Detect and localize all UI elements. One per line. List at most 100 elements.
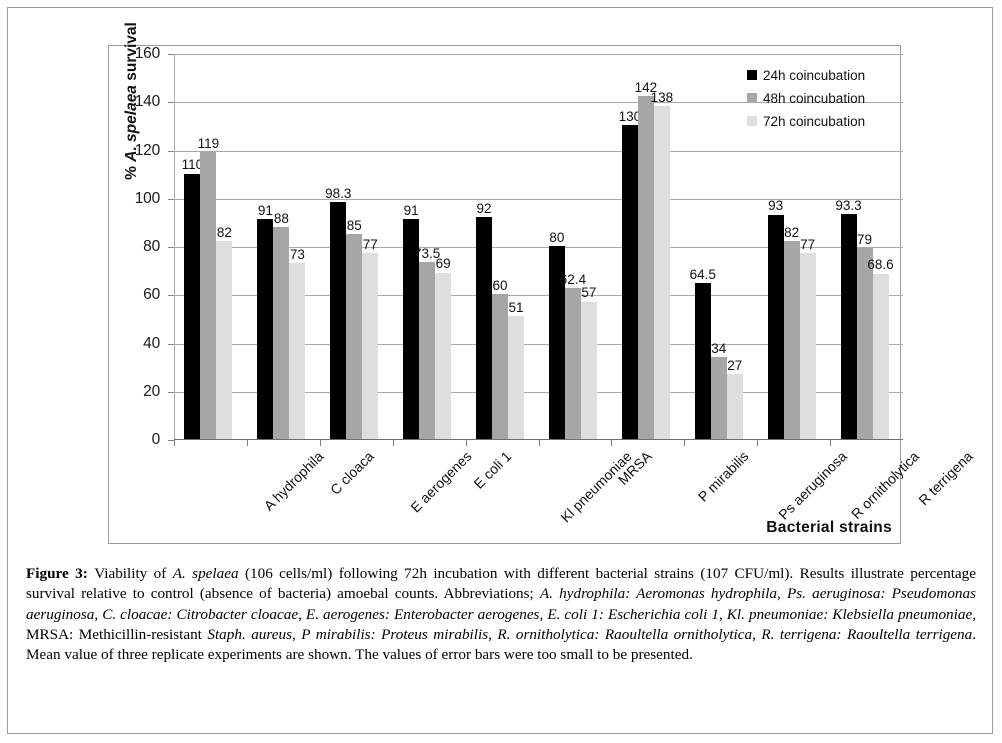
- x-axis-title: Bacterial strains: [766, 519, 892, 536]
- caption-species-name: Ps. aeruginosa: Pseudomonas aeruginosa: [26, 585, 977, 623]
- bar: 51: [508, 300, 525, 439]
- plot-area: 0 20 40 60 80 100 120 140 160 110 119 82 91 88 73 98.3…: [135, 45, 903, 448]
- caption-text: ,: [539, 605, 548, 623]
- bar-group: 110 119 82: [182, 53, 233, 439]
- y-tick-label: 120: [134, 141, 160, 159]
- x-category-label: C cloaca: [327, 448, 378, 498]
- gridline: [174, 54, 903, 55]
- caption-species-name: C. cloacae: Citrobacter cloacae: [102, 605, 299, 623]
- gridline: [174, 102, 903, 104]
- bar-value-label: 69: [435, 256, 451, 272]
- bar: 80: [548, 230, 565, 439]
- bar-group: 98.3 85 77: [325, 53, 379, 439]
- bar: 68.6: [867, 258, 894, 439]
- bar-value-label: 82: [216, 225, 232, 241]
- bar-value-label: 138: [650, 89, 674, 105]
- caption-text: , MRSA: Methicillin-resistant: [26, 605, 976, 644]
- gridline: [174, 247, 903, 248]
- bar-value-label: 91: [257, 203, 273, 219]
- bar-group: 130 142 138: [619, 53, 673, 439]
- bar-value-label: 91: [403, 203, 419, 219]
- bar: 57: [580, 286, 597, 439]
- x-tick-mark: [684, 440, 686, 446]
- bar-value-label: 93.3: [835, 197, 862, 213]
- bar-value-label: 34: [711, 340, 727, 356]
- gridline: [174, 391, 903, 393]
- bar: 62.4: [560, 273, 586, 439]
- bar: 91: [403, 204, 420, 439]
- y-tick-label: 140: [134, 93, 160, 111]
- gridline: [174, 150, 903, 152]
- chart-legend: 24h coincubation 48h coincubation 72h coin…: [747, 65, 865, 134]
- x-category-label: E aerogenes: [407, 448, 475, 516]
- y-tick-mark: [168, 343, 174, 345]
- y-tick-label: 160: [134, 45, 160, 62]
- bar-value-label: 82: [784, 225, 800, 241]
- bar: 73.5: [414, 246, 440, 439]
- bar-value-label: 93: [768, 198, 784, 214]
- caption-text: ,: [718, 605, 727, 623]
- caption-text: ,: [292, 626, 302, 644]
- x-category-label: R terrigena: [914, 448, 976, 509]
- bar-value-label: 60: [492, 278, 508, 294]
- gridline: [174, 295, 903, 297]
- x-category-label: A hydrophila: [261, 448, 327, 514]
- y-tick-mark: [168, 198, 174, 200]
- bar-value-label: 68.6: [867, 257, 894, 273]
- bar-value-label: 79: [857, 232, 873, 248]
- bar: 130: [619, 110, 641, 439]
- bar: 93: [767, 199, 784, 439]
- caption-label: Figure 3:: [26, 565, 95, 582]
- caption-text: ,: [298, 605, 306, 623]
- bar-group: 64.5 34 27: [690, 53, 743, 439]
- bar-group: 93.3 79 68.6: [835, 53, 894, 439]
- bar: 82: [783, 225, 800, 439]
- y-tick-mark: [168, 102, 174, 104]
- bar-value-label: 98.3: [325, 185, 352, 201]
- bar: 110: [182, 158, 203, 439]
- bar-value-label: 77: [800, 237, 816, 253]
- x-axis-line: [174, 439, 903, 440]
- x-tick-mark: [465, 440, 467, 446]
- bar: 73: [289, 247, 306, 439]
- caption-text: ,: [94, 605, 103, 623]
- legend-label: 24h coincubation: [763, 67, 866, 83]
- y-tick-label: 80: [143, 238, 160, 255]
- x-category-label: Ps aeruginosa: [774, 448, 850, 523]
- bar-value-label: 51: [508, 299, 524, 315]
- x-tick-mark: [392, 440, 394, 446]
- bar-value-label: 92: [476, 200, 492, 216]
- bar: 77: [799, 237, 816, 439]
- figure-caption: Figure 3: Viability of A. spelaea (106 c…: [26, 564, 976, 666]
- bar-value-label: 57: [581, 285, 597, 301]
- x-category-label: E coli 1: [470, 448, 515, 492]
- legend-item: 48h coincubation: [747, 88, 865, 108]
- y-tick-mark: [168, 440, 174, 441]
- y-tick-mark: [168, 54, 174, 55]
- bar-value-label: 88: [273, 210, 289, 226]
- y-tick-label: 60: [143, 286, 160, 304]
- bar-value-label: 130: [618, 109, 642, 125]
- bar-group: 91 88 73: [257, 53, 306, 439]
- x-category-label: P mirabilis: [694, 448, 752, 505]
- bar: 64.5: [690, 268, 716, 439]
- x-tick-mark: [757, 440, 759, 446]
- caption-species-name: R. terrigena: Raoultella terrigena: [761, 626, 973, 644]
- bar-value-label: 110: [181, 157, 204, 173]
- bar-value-label: 62.4: [559, 272, 587, 288]
- legend-label: 48h coincubation: [763, 90, 866, 106]
- x-category-label: R ornitholytica: [847, 448, 922, 523]
- bar-value-label: 64.5: [689, 267, 716, 283]
- y-tick-label: 0: [151, 431, 161, 448]
- x-tick-mark: [319, 440, 321, 446]
- bar: 77: [362, 237, 379, 439]
- legend-swatch-icon: [747, 116, 757, 126]
- caption-species-name: Staph. aureus: [207, 626, 292, 644]
- bar-value-label: 142: [634, 80, 658, 96]
- bar-group: 80 62.4 57: [548, 53, 597, 439]
- bar: 27: [726, 358, 743, 439]
- y-tick-mark: [168, 247, 174, 248]
- bar-group: 93 82 77: [767, 53, 816, 439]
- bar: 98.3: [325, 186, 351, 439]
- x-tick-mark: [174, 440, 175, 446]
